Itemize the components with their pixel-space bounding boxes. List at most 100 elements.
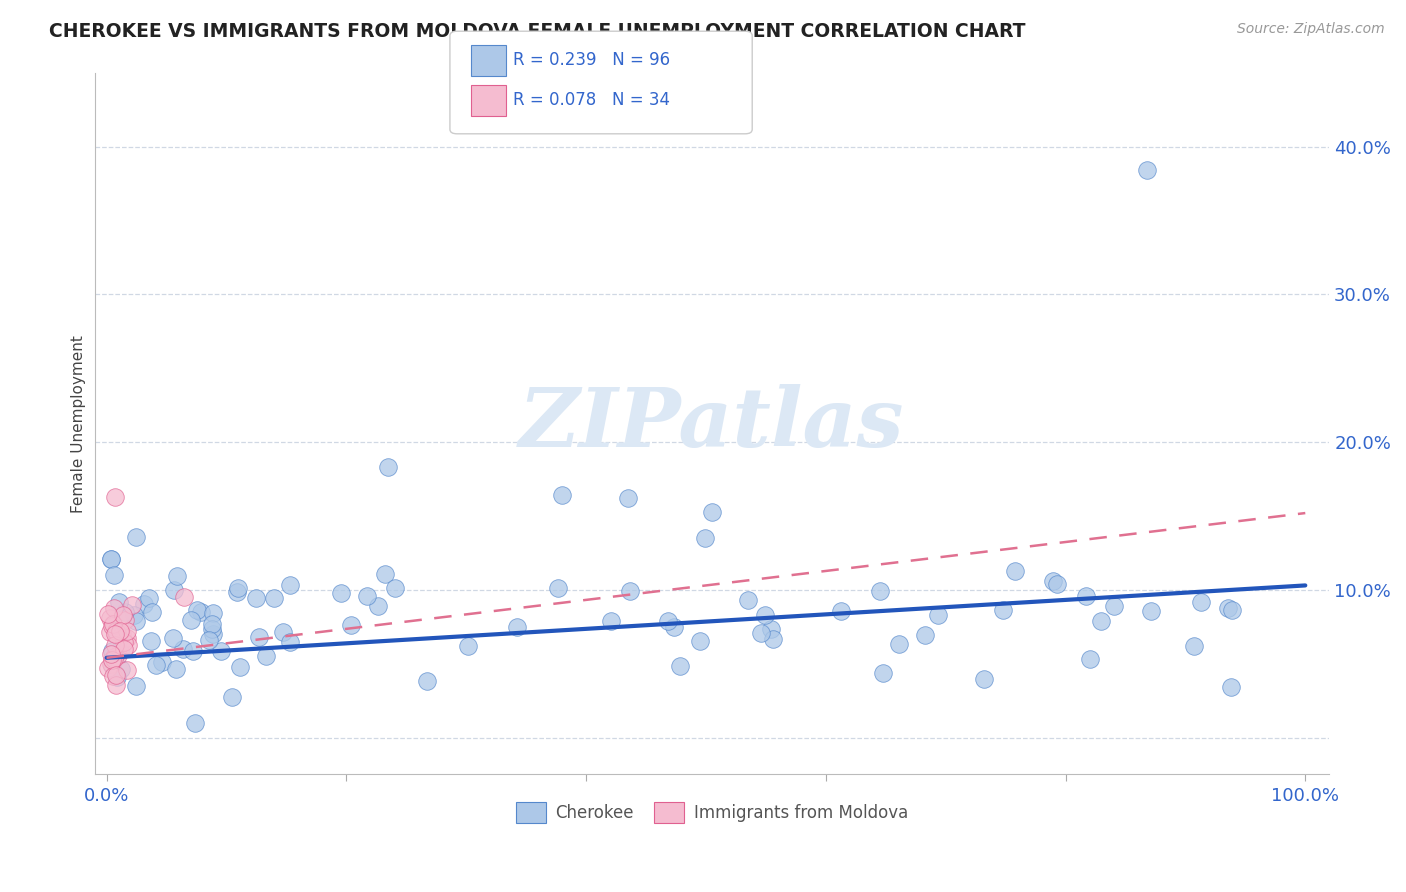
Point	[101, 619, 124, 633]
Point	[889, 637, 911, 651]
Point	[110, 662, 132, 676]
Point	[662, 619, 685, 633]
Point	[1104, 599, 1126, 613]
Point	[141, 633, 163, 648]
Point	[112, 607, 135, 622]
Point	[172, 641, 194, 656]
Point	[103, 627, 125, 641]
Point	[1182, 639, 1205, 653]
Y-axis label: Female Unemployment: Female Unemployment	[72, 334, 86, 513]
Point	[340, 618, 363, 632]
Point	[132, 597, 155, 611]
Point	[103, 649, 125, 664]
Point	[114, 605, 136, 619]
Point	[1074, 589, 1097, 603]
Point	[247, 630, 270, 644]
Point	[110, 632, 132, 646]
Point	[356, 589, 378, 603]
Point	[112, 642, 135, 657]
Point	[927, 608, 949, 623]
Point	[121, 598, 143, 612]
Point	[761, 623, 783, 637]
Point	[125, 530, 148, 544]
Point	[150, 655, 173, 669]
Point	[105, 624, 128, 639]
Point	[198, 633, 221, 648]
Point	[1090, 614, 1112, 628]
Point	[100, 657, 122, 672]
Point	[115, 631, 138, 645]
Point	[547, 581, 569, 595]
Point	[190, 605, 212, 619]
Point	[103, 568, 125, 582]
Text: R = 0.239   N = 96: R = 0.239 N = 96	[513, 51, 671, 69]
Point	[872, 665, 894, 680]
Point	[115, 663, 138, 677]
Point	[96, 607, 118, 622]
Text: CHEROKEE VS IMMIGRANTS FROM MOLDOVA FEMALE UNEMPLOYMENT CORRELATION CHART: CHEROKEE VS IMMIGRANTS FROM MOLDOVA FEMA…	[49, 22, 1026, 41]
Point	[600, 614, 623, 628]
Point	[115, 624, 138, 638]
Point	[914, 628, 936, 642]
Point	[98, 625, 121, 640]
Point	[1140, 604, 1163, 618]
Point	[617, 491, 640, 506]
Point	[202, 606, 225, 620]
Text: Source: ZipAtlas.com: Source: ZipAtlas.com	[1237, 22, 1385, 37]
Point	[141, 605, 163, 619]
Point	[105, 626, 128, 640]
Point	[754, 607, 776, 622]
Point	[103, 669, 125, 683]
Point	[105, 678, 128, 692]
Point	[263, 591, 285, 605]
Point	[101, 644, 124, 658]
Point	[271, 624, 294, 639]
Point	[124, 615, 146, 629]
Point	[973, 672, 995, 686]
Point	[180, 613, 202, 627]
Point	[124, 608, 146, 623]
Point	[1046, 576, 1069, 591]
Text: R = 0.078   N = 34: R = 0.078 N = 34	[513, 91, 671, 109]
Point	[98, 611, 121, 625]
Point	[993, 603, 1015, 617]
Point	[657, 614, 679, 628]
Point	[105, 628, 128, 642]
Point	[700, 505, 723, 519]
Point	[100, 552, 122, 566]
Point	[762, 632, 785, 647]
Point	[505, 620, 527, 634]
Point	[117, 638, 139, 652]
Point	[173, 591, 195, 605]
Point	[1189, 595, 1212, 609]
Point	[104, 490, 127, 504]
Point	[181, 644, 204, 658]
Point	[278, 635, 301, 649]
Point	[103, 616, 125, 631]
Point	[100, 552, 122, 566]
Point	[201, 616, 224, 631]
Point	[737, 593, 759, 607]
Point	[254, 648, 277, 663]
Point	[103, 600, 125, 615]
Point	[695, 532, 717, 546]
Point	[1078, 652, 1101, 666]
Point	[367, 599, 389, 614]
Point	[457, 639, 479, 653]
Point	[1220, 681, 1243, 695]
Point	[1004, 564, 1026, 578]
Point	[105, 670, 128, 684]
Point	[226, 585, 249, 599]
Point	[619, 583, 641, 598]
Point	[103, 652, 125, 666]
Point	[184, 715, 207, 730]
Point	[830, 604, 852, 618]
Point	[1042, 574, 1064, 588]
Point	[1136, 163, 1159, 178]
Point	[245, 591, 267, 606]
Point	[377, 460, 399, 475]
Point	[163, 582, 186, 597]
Point	[125, 679, 148, 693]
Point	[669, 658, 692, 673]
Point	[107, 648, 129, 662]
